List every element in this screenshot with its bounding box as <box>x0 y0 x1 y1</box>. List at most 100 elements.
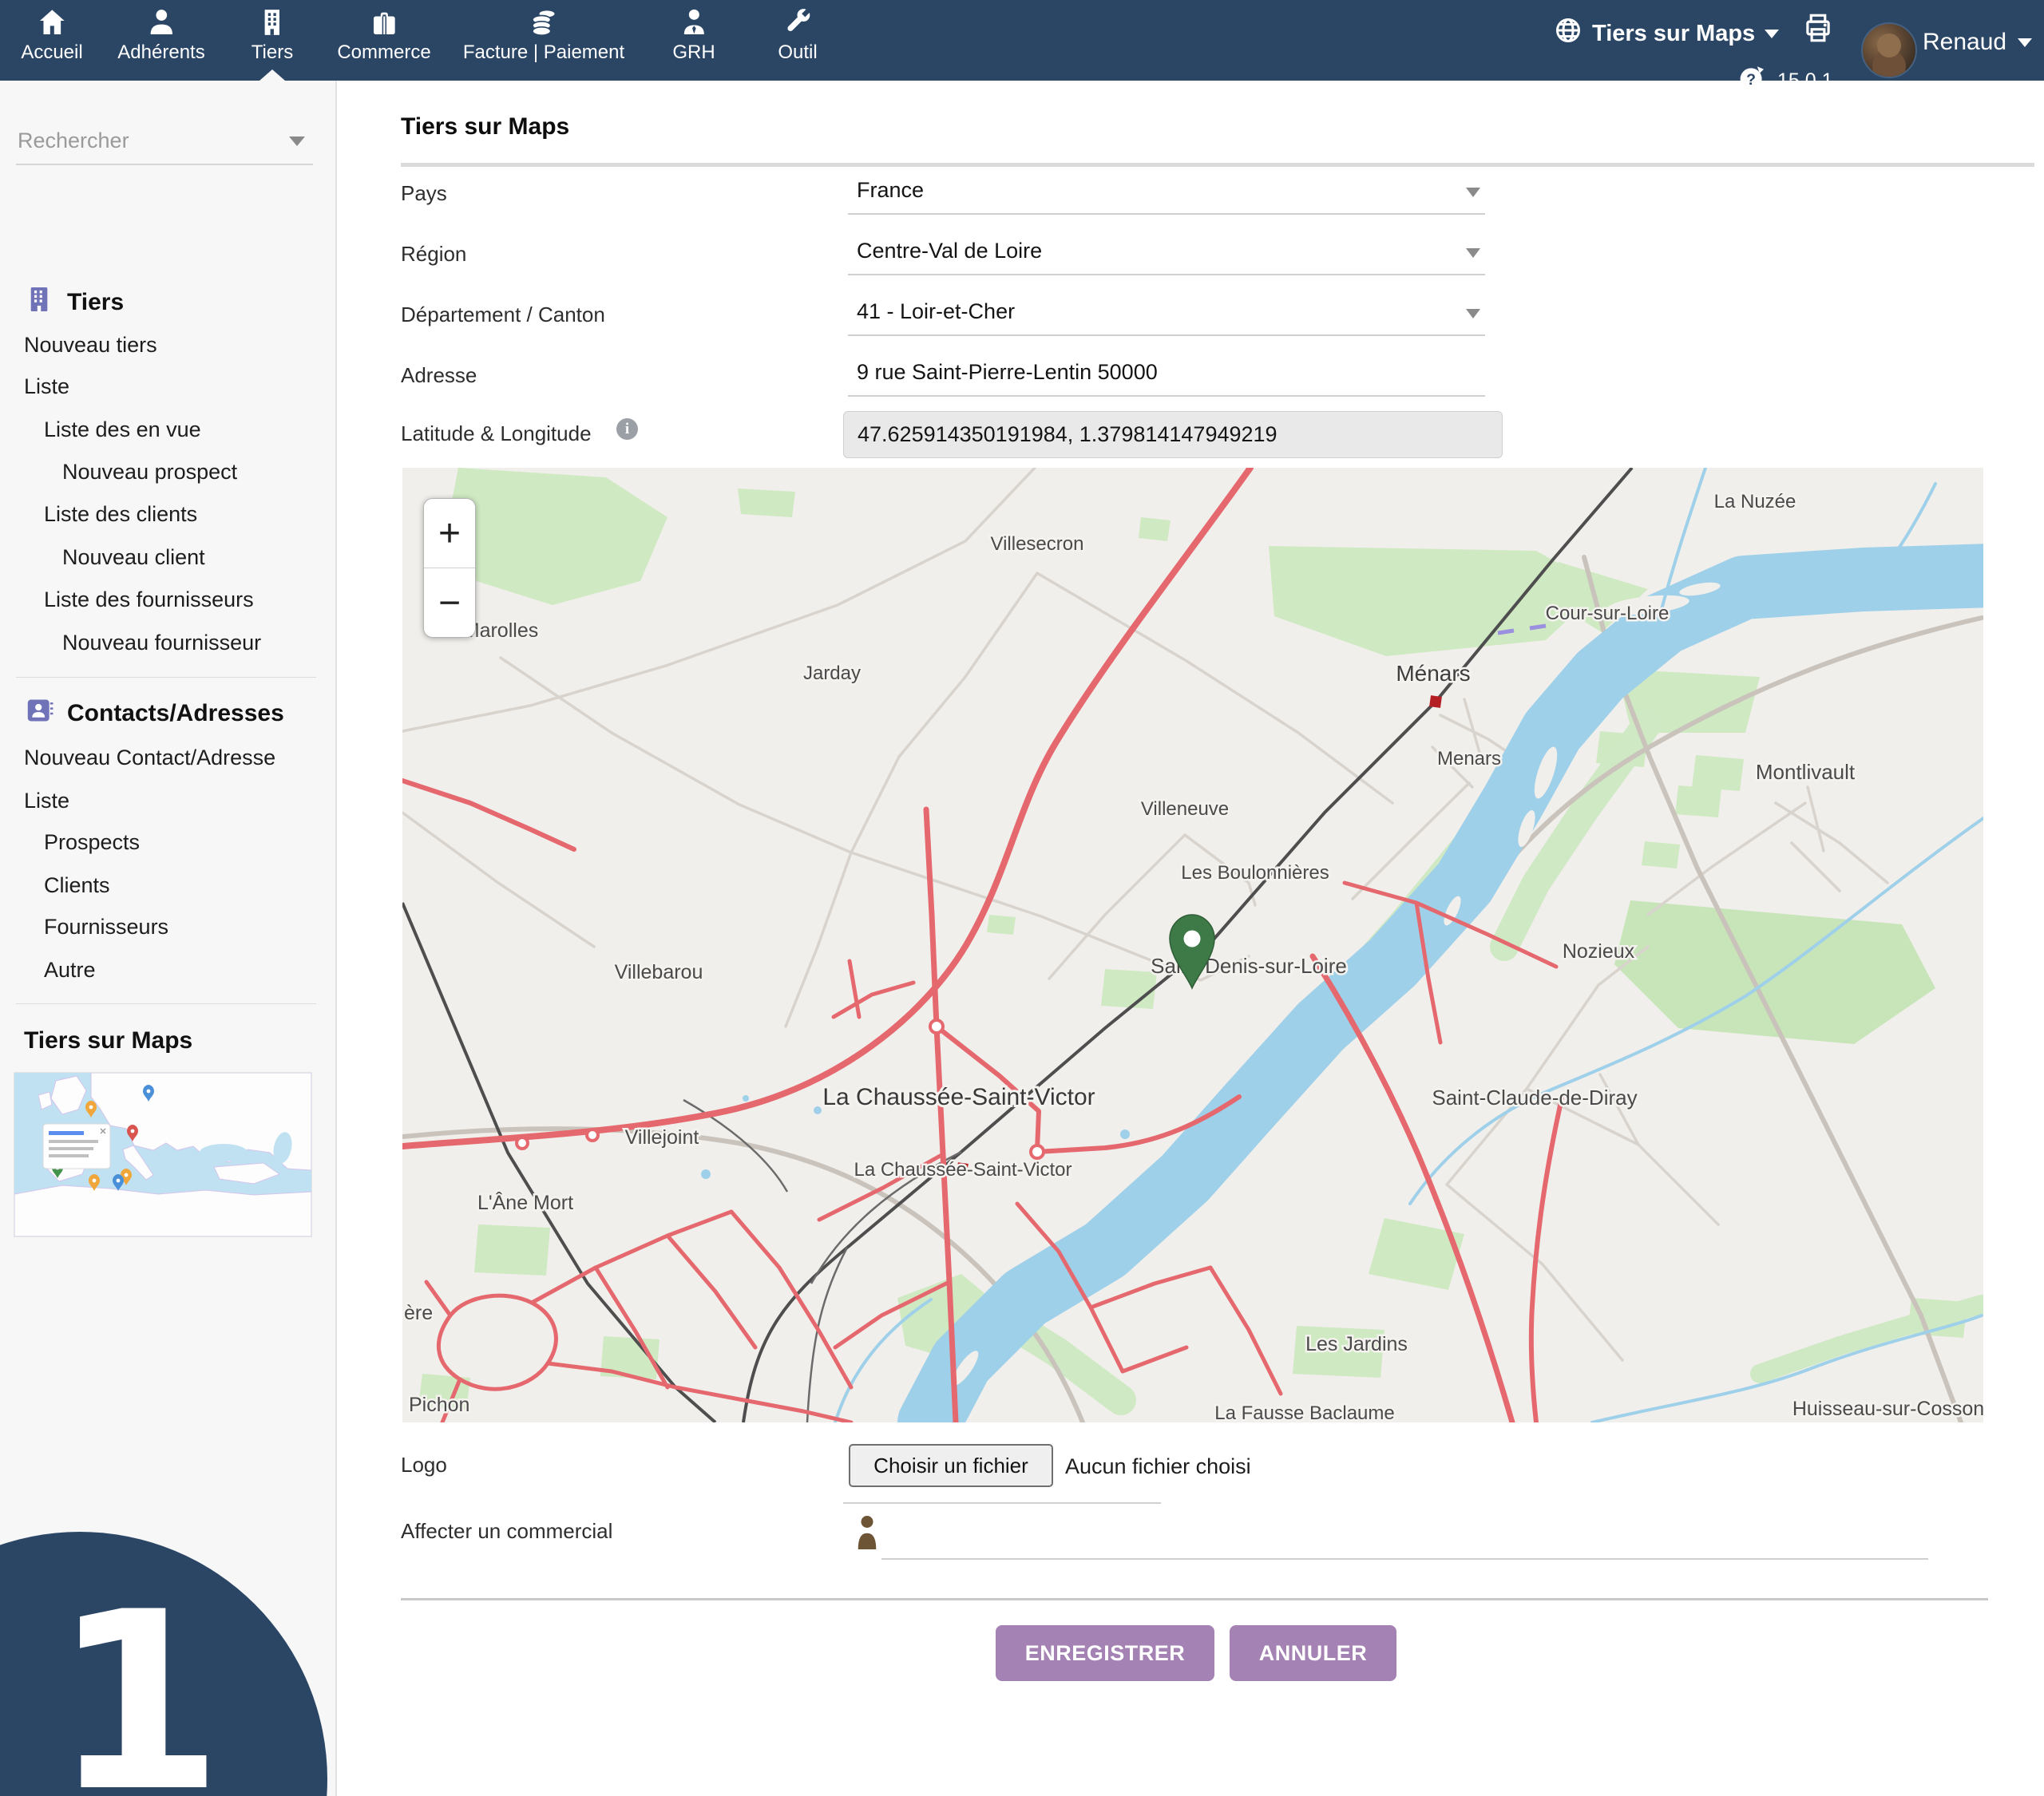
nav-item-label: Adhérents <box>117 42 204 64</box>
sidebar-item-fournisseurs[interactable]: Fournisseurs <box>44 915 168 940</box>
map-label: Montlivault <box>1756 760 1856 784</box>
globe-icon <box>1554 16 1583 51</box>
info-icon: i <box>616 418 638 440</box>
pays-label: Pays <box>401 181 447 206</box>
member-icon <box>145 6 177 38</box>
map-label: ère <box>404 1302 433 1324</box>
adresse-label: Adresse <box>401 363 477 388</box>
sidebar-item-clients[interactable]: Clients <box>44 873 110 898</box>
user-avatar[interactable] <box>1861 22 1917 78</box>
cancel-button[interactable]: ANNULER <box>1230 1625 1396 1681</box>
nav-item-adherents[interactable]: Adhérents <box>117 6 204 64</box>
divider <box>16 1003 316 1004</box>
region-select[interactable]: Centre-Val de Loire <box>848 234 1485 275</box>
sidebar-search[interactable] <box>16 119 313 165</box>
sidebar-item-liste-contacts[interactable]: Liste <box>24 789 69 813</box>
search-dropdown-icon[interactable] <box>289 136 305 146</box>
nav-item-label: Accueil <box>21 42 82 64</box>
context-menu-label: Tiers sur Maps <box>1592 21 1755 47</box>
divider <box>401 163 2034 167</box>
nav-item-grh[interactable]: GRH <box>672 6 715 64</box>
nav-item-commerce[interactable]: Commerce <box>337 6 430 64</box>
home-icon <box>36 6 68 38</box>
contact-card-icon <box>24 695 54 732</box>
sidebar-item-nouveau-tiers[interactable]: Nouveau tiers <box>24 333 157 358</box>
section-title: Contacts/Adresses <box>67 700 284 727</box>
sidebar-item-autre[interactable]: Autre <box>44 958 96 983</box>
building-icon <box>24 284 54 321</box>
chevron-down-icon <box>1466 248 1480 258</box>
coins-icon <box>528 6 560 38</box>
map-label: Ménars <box>1396 661 1470 686</box>
sidebar-item-nouveau-fournisseur[interactable]: Nouveau fournisseur <box>62 631 261 655</box>
top-navbar: Accueil Adhérents Tiers Commerce Facture… <box>0 0 2044 81</box>
wrench-icon <box>782 6 814 38</box>
search-input[interactable] <box>16 119 283 162</box>
map-label: Villejoint <box>625 1126 699 1149</box>
map-label: Nozieux <box>1563 940 1635 963</box>
map-svg: La Nuzée Villesecron Cour-sur-Loire Maro… <box>402 468 1983 1422</box>
map-label: Villesecron <box>991 533 1084 555</box>
logo-label: Logo <box>401 1453 447 1478</box>
adresse-input[interactable]: 9 rue Saint-Pierre-Lentin 50000 <box>848 355 1485 397</box>
zoom-in-button[interactable]: + <box>424 499 475 568</box>
sidebar-item-nouveau-contact-adresse[interactable]: Nouveau Contact/Adresse <box>24 746 275 770</box>
sidebar-map-thumbnail[interactable] <box>14 1073 311 1236</box>
user-name-label: Renaud <box>1923 29 2006 56</box>
sidebar-item-prospects[interactable]: Prospects <box>44 830 140 855</box>
save-button[interactable]: ENREGISTRER <box>996 1625 1214 1681</box>
map-label: Huisseau-sur-Cosson <box>1792 1398 1983 1420</box>
help-icon[interactable]: ? <box>1737 64 1766 98</box>
printer-icon <box>1801 34 1835 48</box>
departement-select[interactable]: 41 - Loir-et-Cher <box>848 295 1485 336</box>
nav-item-label: Commerce <box>337 42 430 64</box>
sidebar-item-nouveau-prospect[interactable]: Nouveau prospect <box>62 460 237 485</box>
nav-item-outil[interactable]: Outil <box>778 6 817 64</box>
print-button[interactable] <box>1801 11 1835 49</box>
adresse-value: 9 rue Saint-Pierre-Lentin 50000 <box>857 360 1158 385</box>
svg-text:?: ? <box>1746 71 1756 89</box>
nav-item-label: Tiers <box>252 42 293 64</box>
sidebar-maps-title: Tiers sur Maps <box>24 1027 192 1054</box>
departement-value: 41 - Loir-et-Cher <box>857 299 1015 324</box>
nav-item-facture-paiement[interactable]: Facture | Paiement <box>463 6 624 64</box>
region-value: Centre-Val de Loire <box>857 239 1042 263</box>
briefcase-icon <box>368 6 400 38</box>
nav-item-accueil[interactable]: Accueil <box>21 6 82 64</box>
file-choose-button[interactable]: Choisir un fichier <box>849 1444 1053 1487</box>
sidebar-item-nouveau-client[interactable]: Nouveau client <box>62 545 205 570</box>
context-menu-tiers-sur-maps[interactable]: Tiers sur Maps <box>1554 16 1779 51</box>
user-menu[interactable]: Renaud <box>1923 29 2032 56</box>
map-label: Les Jardins <box>1305 1333 1408 1355</box>
sidebar-section-contacts: Contacts/Adresses <box>24 695 284 732</box>
sidebar-section-tiers: Tiers <box>24 284 124 321</box>
latlng-value: 47.625914350191984, 1.379814147949219 <box>858 422 1278 447</box>
version-label: 15.0.1 <box>1777 69 1833 93</box>
map-canvas[interactable]: La Nuzée Villesecron Cour-sur-Loire Maro… <box>402 468 1983 1422</box>
sidebar-item-liste-des-clients[interactable]: Liste des clients <box>44 502 197 527</box>
divider <box>843 1502 1161 1504</box>
pays-select[interactable]: France <box>848 173 1485 215</box>
map-label: Cour-sur-Loire <box>1546 603 1670 624</box>
sidebar-item-liste-des-fournisseurs[interactable]: Liste des fournisseurs <box>44 587 254 612</box>
file-empty-label: Aucun fichier choisi <box>1065 1454 1251 1479</box>
map-label: Jarday <box>803 663 861 684</box>
page-title: Tiers sur Maps <box>401 113 569 140</box>
active-tab-indicator <box>259 69 285 81</box>
sidebar-item-liste-tiers[interactable]: Liste <box>24 374 69 399</box>
map-label: La Chaussée-Saint-Victor <box>822 1084 1095 1110</box>
person-icon <box>853 1513 881 1556</box>
sidebar-item-liste-des-en-vue[interactable]: Liste des en vue <box>44 417 201 442</box>
nav-item-label: Outil <box>778 42 817 64</box>
zoom-out-button[interactable]: − <box>424 568 475 637</box>
app-window: Accueil Adhérents Tiers Commerce Facture… <box>0 0 2044 1796</box>
building-icon <box>256 6 288 38</box>
commercial-input[interactable] <box>881 1558 1928 1560</box>
map-label: Menars <box>1437 748 1501 769</box>
nav-item-tiers[interactable]: Tiers <box>252 6 293 64</box>
nav-item-label: GRH <box>672 42 715 64</box>
chevron-down-icon <box>1466 309 1480 318</box>
latlng-readonly-field: 47.625914350191984, 1.379814147949219 <box>843 411 1503 458</box>
employee-icon <box>678 6 710 38</box>
thumbnail-popup <box>43 1124 110 1169</box>
